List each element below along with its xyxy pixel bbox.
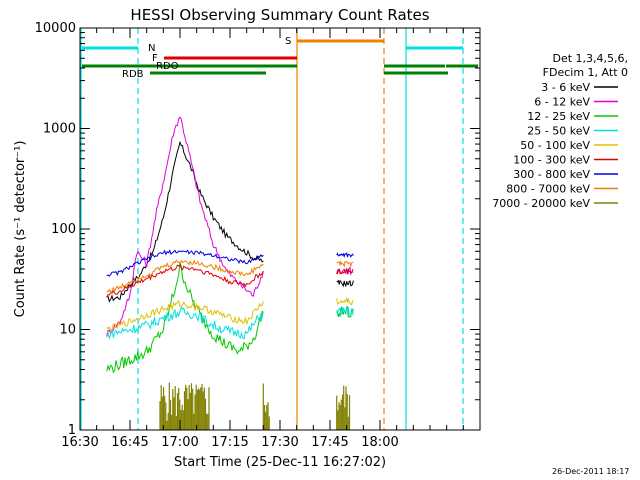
legend-entry-label: 7000 - 20000 keV [492,197,590,210]
flag-bar-n-1 [82,46,138,50]
chart-title: HESSI Observing Summary Count Rates [130,6,429,24]
flag-bar-rdb-1 [150,71,266,75]
flag-label-f: F [152,53,158,64]
legend: Det 1,3,4,5,6,FDecim 1, Att 0 3 - 6 keV 6 … [492,52,628,210]
series-line-9 [159,382,351,430]
y-tick-label: 1 [68,423,76,438]
flag-label-s: S [285,36,291,47]
legend-entry-label: 12 - 25 keV [527,110,590,123]
series-line-1 [106,140,264,303]
flag-bar-rdo-2 [384,64,445,68]
y-axis-label: Count Rate (s⁻¹ detector⁻¹) [13,141,28,318]
flag-label-rdb: RDB [122,69,144,80]
series-line-7 [106,249,264,277]
series-line-8 [106,259,264,294]
series-line-5-late [336,296,354,306]
x-tick-label: 16:45 [111,435,148,450]
flag-bar-n-2 [406,46,463,50]
timestamp: 26-Dec-2011 18:17 [552,467,629,476]
flag-bar-f [164,56,297,60]
series-line-4 [106,306,264,340]
flag-label-n: N [148,43,155,54]
series-line-6 [106,264,264,298]
series-line-8-late [336,260,354,269]
series-line-4-late [336,305,354,318]
plot-frame [79,27,481,431]
legend-entry-label: 300 - 800 keV [513,168,590,181]
legend-entry-label: 3 - 6 keV [541,81,590,94]
y-tick-label: 10 [59,323,76,338]
axes: 1 10 100 1000 10000 16:30 16:45 17:00 17:15 17:30… [35,21,481,450]
x-tick-label: 17:00 [161,435,198,450]
x-tick-label: 16:30 [61,435,98,450]
legend-entry-label: 100 - 300 keV [513,154,590,167]
legend-entry-label: 25 - 50 keV [527,125,590,138]
y-tick-label: 10000 [35,21,76,36]
series-line-1-late [336,279,354,288]
x-tick-label: 17:45 [311,435,348,450]
legend-entry-label: 6 - 12 keV [534,96,590,109]
flag-bar-rdb-2 [384,71,448,75]
flag-bar-rdo-1 [82,64,297,68]
x-tick-label: 17:15 [211,435,248,450]
y-tick-label: 1000 [43,122,76,137]
series-line-6-late [336,267,354,275]
series-line-5 [106,299,264,333]
flag-bar-s [297,39,384,43]
x-axis-label: Start Time (25-Dec-11 16:27:02) [174,455,386,470]
x-tick-label: 17:30 [261,435,298,450]
flag-label-rdo: RDO [156,61,179,72]
x-tick-label: 18:00 [361,435,398,450]
series-line-7-late [336,252,354,259]
legend-header-line: FDecim 1, Att 0 [543,66,628,79]
legend-entry-label: 50 - 100 keV [520,139,590,152]
y-tick-label: 100 [51,222,76,237]
legend-header-line: Det 1,3,4,5,6, [552,52,628,65]
series-line-3 [106,261,264,374]
legend-entry-label: 800 - 7000 keV [506,183,590,196]
flag-bar-rdo-3 [446,64,478,68]
